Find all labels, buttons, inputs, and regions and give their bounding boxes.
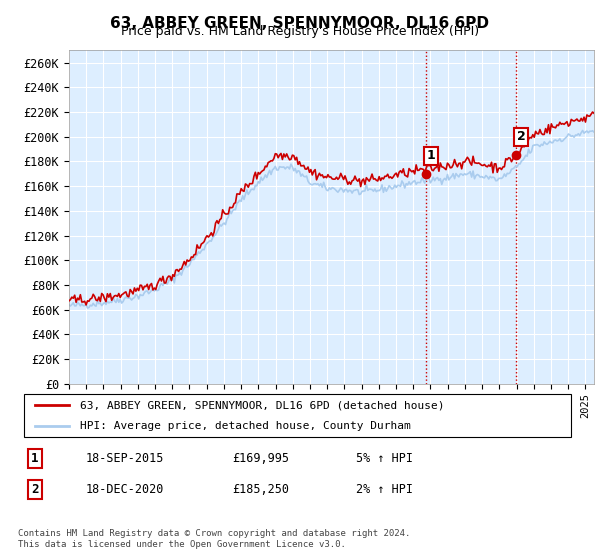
FancyBboxPatch shape xyxy=(23,394,571,437)
Text: 5% ↑ HPI: 5% ↑ HPI xyxy=(356,452,413,465)
Text: 1: 1 xyxy=(427,149,435,162)
Text: 1: 1 xyxy=(31,452,38,465)
Text: HPI: Average price, detached house, County Durham: HPI: Average price, detached house, Coun… xyxy=(80,421,411,431)
Text: £169,995: £169,995 xyxy=(232,452,289,465)
Text: £185,250: £185,250 xyxy=(232,483,289,496)
Text: 18-DEC-2020: 18-DEC-2020 xyxy=(86,483,164,496)
Text: 63, ABBEY GREEN, SPENNYMOOR, DL16 6PD: 63, ABBEY GREEN, SPENNYMOOR, DL16 6PD xyxy=(110,16,490,31)
Text: Price paid vs. HM Land Registry's House Price Index (HPI): Price paid vs. HM Land Registry's House … xyxy=(121,25,479,38)
Text: 2: 2 xyxy=(31,483,38,496)
Text: 18-SEP-2015: 18-SEP-2015 xyxy=(86,452,164,465)
Text: 2% ↑ HPI: 2% ↑ HPI xyxy=(356,483,413,496)
Text: Contains HM Land Registry data © Crown copyright and database right 2024.
This d: Contains HM Land Registry data © Crown c… xyxy=(18,529,410,549)
Text: 63, ABBEY GREEN, SPENNYMOOR, DL16 6PD (detached house): 63, ABBEY GREEN, SPENNYMOOR, DL16 6PD (d… xyxy=(80,400,445,410)
Text: 2: 2 xyxy=(517,130,526,143)
